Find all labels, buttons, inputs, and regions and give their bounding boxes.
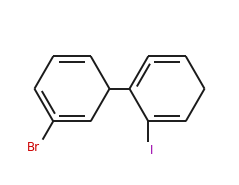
Text: I: I — [150, 144, 153, 157]
Text: Br: Br — [27, 141, 40, 154]
